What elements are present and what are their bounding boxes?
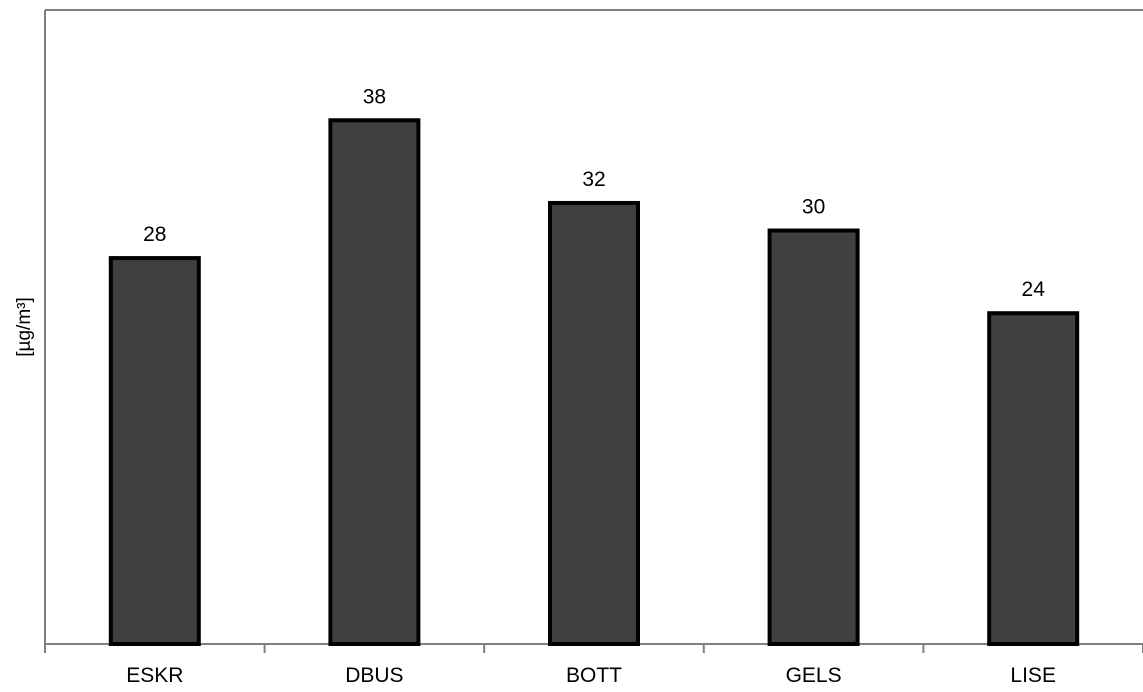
value-label-dbus: 38	[363, 85, 386, 108]
x-tick-label-bott: BOTT	[566, 664, 622, 687]
bars-group	[108, 118, 1080, 647]
x-tick-label-dbus: DBUS	[345, 664, 403, 687]
x-tick-label-gels: GELS	[786, 664, 842, 687]
value-labels-group: 28 38 32 30 24	[143, 85, 1045, 301]
x-tick-labels-group: ESKR DBUS BOTT GELS LISE	[126, 664, 1056, 687]
bar-lise	[987, 311, 1080, 646]
x-axis-ticks	[44, 644, 1143, 653]
value-label-eskr: 28	[143, 223, 166, 246]
x-tick-label-eskr: ESKR	[126, 664, 183, 687]
bar-bott	[548, 200, 640, 647]
bar-gels	[767, 228, 860, 647]
bar-eskr	[108, 256, 201, 646]
x-tick-label-lise: LISE	[1010, 664, 1056, 687]
value-label-lise: 24	[1022, 278, 1046, 301]
y-axis-title: [µg/m³]	[14, 297, 35, 357]
value-label-bott: 32	[582, 168, 605, 191]
value-label-gels: 30	[802, 196, 825, 219]
bar-dbus	[328, 118, 421, 647]
